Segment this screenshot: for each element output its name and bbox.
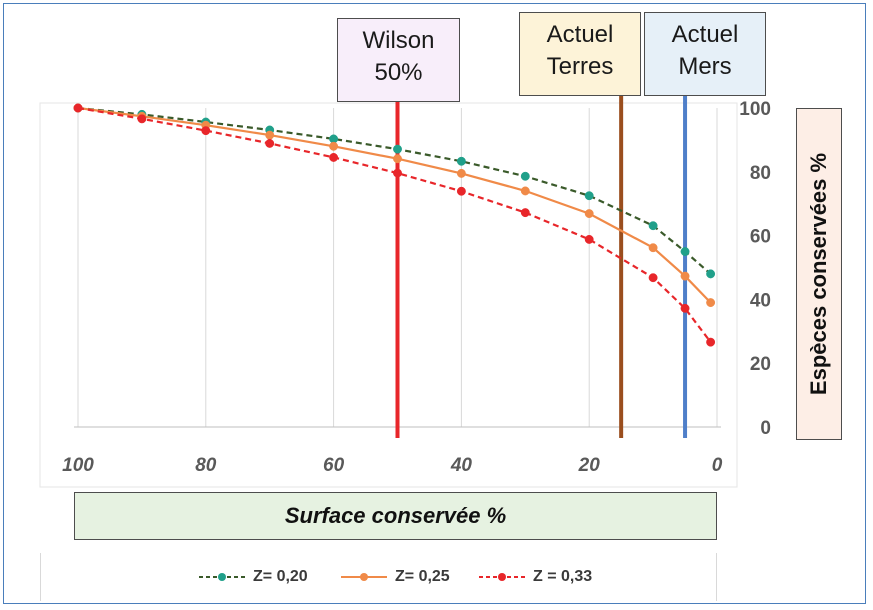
data-point [706, 298, 716, 308]
y-tick-label: 60 [750, 227, 771, 248]
data-point [456, 186, 466, 196]
data-point [648, 273, 658, 283]
data-point [456, 156, 466, 166]
legend-swatch-icon [341, 573, 387, 581]
legend-entry-z025: Z= 0,25 [339, 565, 450, 589]
annotation-line-1: Actuel [546, 21, 614, 48]
series-line [77, 106, 712, 275]
legend-label: Z = 0,33 [533, 568, 593, 585]
y-tick-label: 20 [750, 354, 771, 375]
wilson-annotation: Wilson 50% [337, 18, 460, 102]
data-point [73, 103, 83, 113]
series-line [77, 106, 712, 343]
legend-swatch-icon [199, 573, 245, 581]
legend-swatch-icon [479, 573, 525, 581]
x-tick-label: 0 [712, 455, 723, 476]
data-point [137, 114, 147, 124]
data-point [329, 141, 339, 151]
data-point [265, 130, 275, 140]
x-tick-label: 80 [195, 455, 217, 476]
legend-swatch-marker [218, 573, 226, 581]
data-point [584, 209, 594, 219]
data-point [520, 208, 530, 218]
x-tick-label: 100 [62, 455, 94, 476]
data-point [706, 337, 716, 347]
annotation-line-2: Terres [546, 53, 614, 80]
y-tick-label: 100 [739, 99, 771, 120]
x-tick-label: 20 [578, 455, 601, 476]
x-axis-label: Surface conservée % [74, 492, 717, 540]
data-point [680, 247, 690, 257]
data-point [584, 234, 594, 244]
legend-entry-z033: Z = 0,33 [477, 565, 592, 589]
plot-area [39, 102, 738, 488]
legend-label: Z= 0,25 [395, 568, 450, 585]
data-point [520, 186, 530, 196]
data-point [393, 168, 402, 178]
x-tick-label: 40 [450, 455, 473, 476]
legend-label: Z= 0,20 [253, 568, 308, 585]
data-point [584, 191, 594, 201]
y-axis-label: Espèces conservées % [806, 152, 831, 396]
data-point [329, 152, 339, 162]
legend-swatch-marker [360, 573, 368, 581]
series-line [77, 106, 712, 304]
data-point [456, 168, 466, 178]
legend-swatch-marker [498, 573, 506, 581]
data-point [393, 154, 402, 164]
legend-entry-z020: Z= 0,20 [197, 565, 308, 589]
annotation-line-1: Actuel [671, 21, 739, 48]
series-2 [73, 103, 716, 347]
y-tick-label: 0 [760, 418, 771, 439]
data-point [520, 171, 530, 181]
data-point [265, 138, 275, 148]
data-point [648, 243, 658, 253]
annotation-line-2: 50% [374, 59, 423, 86]
annotation-line-1: Wilson [362, 27, 435, 54]
data-point [648, 221, 658, 231]
data-point [201, 126, 211, 136]
y-tick-label: 40 [750, 290, 771, 311]
data-point [706, 269, 716, 279]
data-point [680, 303, 690, 313]
actuel-mers-annotation: Actuel Mers [644, 12, 766, 96]
grid-lines [77, 108, 718, 427]
x-tick-label: 60 [323, 455, 345, 476]
data-point [393, 144, 402, 154]
y-axis-label-box: Espèces conservées % [796, 108, 842, 440]
legend: Z= 0,20 Z= 0,25 Z = 0,33 [40, 553, 717, 601]
data-point [680, 271, 690, 281]
actuel-terres-annotation: Actuel Terres [519, 12, 641, 96]
y-tick-label: 80 [750, 163, 771, 184]
annotation-line-2: Mers [678, 53, 732, 80]
